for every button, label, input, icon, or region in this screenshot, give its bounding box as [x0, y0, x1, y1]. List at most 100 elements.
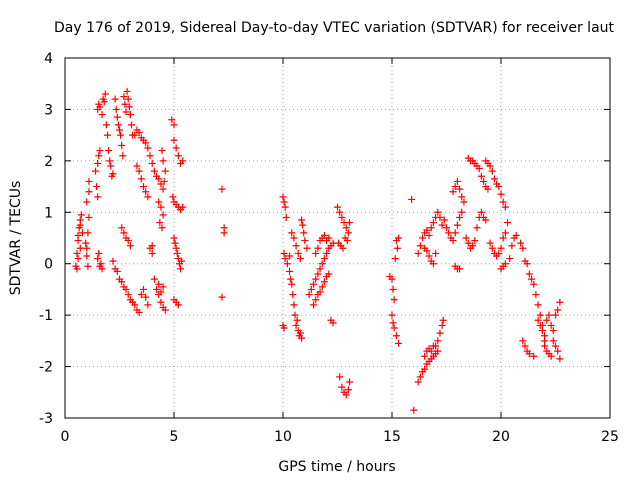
- data-point: [157, 288, 165, 296]
- data-point: [77, 211, 85, 219]
- data-point: [301, 237, 309, 245]
- data-point: [101, 90, 109, 98]
- data-point: [174, 301, 182, 309]
- data-point: [139, 183, 147, 191]
- data-point: [480, 177, 488, 185]
- data-point: [174, 152, 182, 160]
- data-point: [155, 175, 163, 183]
- data-point: [83, 252, 91, 260]
- x-tick-label: 10: [274, 429, 292, 445]
- data-point: [144, 193, 152, 201]
- data-point: [73, 265, 81, 273]
- data-point: [388, 275, 396, 283]
- data-point: [536, 311, 544, 319]
- data-point: [530, 352, 538, 360]
- x-tick-label: 5: [170, 429, 179, 445]
- x-tick-label: 0: [61, 429, 70, 445]
- axis-ticks: 0 5 10 15 20 25 -3 -2 -1 0 1 2 3 4: [39, 51, 619, 445]
- data-point: [220, 229, 228, 237]
- data-point: [169, 193, 177, 201]
- data-point: [142, 188, 150, 196]
- data-point: [280, 198, 288, 206]
- data-point: [429, 260, 437, 268]
- data-point: [97, 260, 105, 268]
- data-point: [549, 337, 557, 345]
- data-point: [296, 255, 304, 263]
- data-point: [343, 237, 351, 245]
- data-point: [469, 242, 477, 250]
- data-point: [113, 267, 121, 275]
- data-point: [282, 213, 290, 221]
- data-point: [425, 252, 433, 260]
- data-point: [336, 373, 344, 381]
- data-point: [541, 342, 549, 350]
- data-point: [292, 321, 300, 329]
- data-point: [170, 121, 178, 129]
- data-point: [286, 267, 294, 275]
- data-point: [534, 316, 542, 324]
- data-point: [76, 221, 84, 229]
- data-point: [125, 103, 133, 111]
- data-point: [281, 255, 289, 263]
- data-point: [118, 224, 126, 232]
- data-point: [179, 203, 187, 211]
- data-point: [421, 365, 429, 373]
- plot-frame: [64, 57, 611, 419]
- data-point: [126, 242, 134, 250]
- data-point: [121, 100, 129, 108]
- data-point: [543, 316, 551, 324]
- data-point: [94, 159, 102, 167]
- data-point: [218, 293, 226, 301]
- data-point: [316, 265, 324, 273]
- data-point: [96, 147, 104, 155]
- data-point: [414, 249, 422, 257]
- data-point: [172, 144, 180, 152]
- data-point: [84, 262, 92, 270]
- data-point: [436, 213, 444, 221]
- data-point: [296, 329, 304, 337]
- data-point: [179, 157, 187, 165]
- data-point: [449, 237, 457, 245]
- data-point: [291, 311, 299, 319]
- data-point: [150, 167, 158, 175]
- data-point: [318, 283, 326, 291]
- data-point: [552, 311, 559, 319]
- data-point: [552, 342, 559, 350]
- data-point: [93, 183, 101, 191]
- data-point: [298, 216, 306, 224]
- data-point: [460, 198, 468, 206]
- data-point: [170, 234, 178, 242]
- data-point: [303, 244, 311, 252]
- data-point: [135, 129, 143, 137]
- data-point: [334, 203, 341, 211]
- y-tick-label: -2: [39, 360, 53, 376]
- data-point: [109, 170, 117, 178]
- data-point: [320, 278, 328, 286]
- data-point: [120, 93, 128, 101]
- data-point: [556, 355, 564, 363]
- data-point: [106, 157, 114, 165]
- data-point: [156, 219, 164, 227]
- data-point: [536, 321, 544, 329]
- data-point: [408, 195, 416, 203]
- x-tick-label: 15: [383, 429, 401, 445]
- data-point: [438, 221, 446, 229]
- data-point: [391, 255, 399, 263]
- data-point: [336, 208, 344, 216]
- data-point: [443, 224, 450, 232]
- data-point: [547, 321, 555, 329]
- data-point: [102, 121, 110, 129]
- data-point: [120, 229, 128, 237]
- data-point: [288, 280, 296, 288]
- data-point: [549, 327, 557, 335]
- data-point: [76, 244, 84, 252]
- data-point: [177, 265, 185, 273]
- data-point: [288, 229, 296, 237]
- data-point: [100, 98, 108, 106]
- data-point: [85, 188, 93, 196]
- data-point: [73, 249, 81, 257]
- data-point: [456, 265, 464, 273]
- data-point: [131, 301, 139, 309]
- x-tick-label: 25: [601, 429, 619, 445]
